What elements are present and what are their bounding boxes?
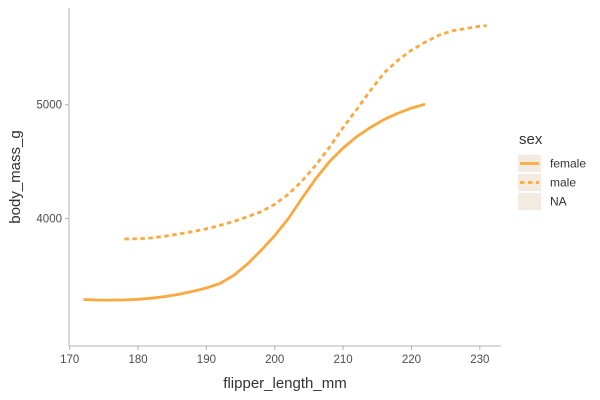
legend-title: sex — [519, 131, 543, 148]
legend-label-NA: NA — [550, 195, 567, 209]
x-axis-title: flipper_length_mm — [223, 375, 346, 392]
x-tick-label: 180 — [128, 354, 147, 366]
x-tick-label: 190 — [197, 354, 216, 366]
x-tick-label: 200 — [265, 354, 284, 366]
x-axis-ticks: 170 180 190 200 210 220 230 — [60, 346, 489, 366]
series-line-female — [83, 102, 426, 302]
x-tick-label: 220 — [402, 354, 421, 366]
legend-key-NA — [518, 193, 541, 210]
y-tick-label: 4000 — [36, 214, 62, 226]
x-tick-label: 230 — [470, 354, 489, 366]
legend: sex female male NA — [518, 131, 586, 210]
axes: 170 180 190 200 210 220 230 4000 5000 flipper_l… — [7, 8, 501, 392]
y-axis-title: body_mass_g — [7, 130, 24, 223]
y-axis-ticks: 4000 5000 — [36, 100, 69, 226]
legend-label-male: male — [550, 176, 576, 190]
legend-items: female male NA — [518, 155, 586, 210]
x-tick-label: 210 — [334, 354, 353, 366]
x-tick-label: 170 — [60, 354, 79, 366]
series-line-male — [124, 24, 487, 241]
y-tick-label: 5000 — [36, 100, 62, 112]
legend-label-female: female — [550, 157, 586, 171]
plot-area — [83, 24, 487, 302]
